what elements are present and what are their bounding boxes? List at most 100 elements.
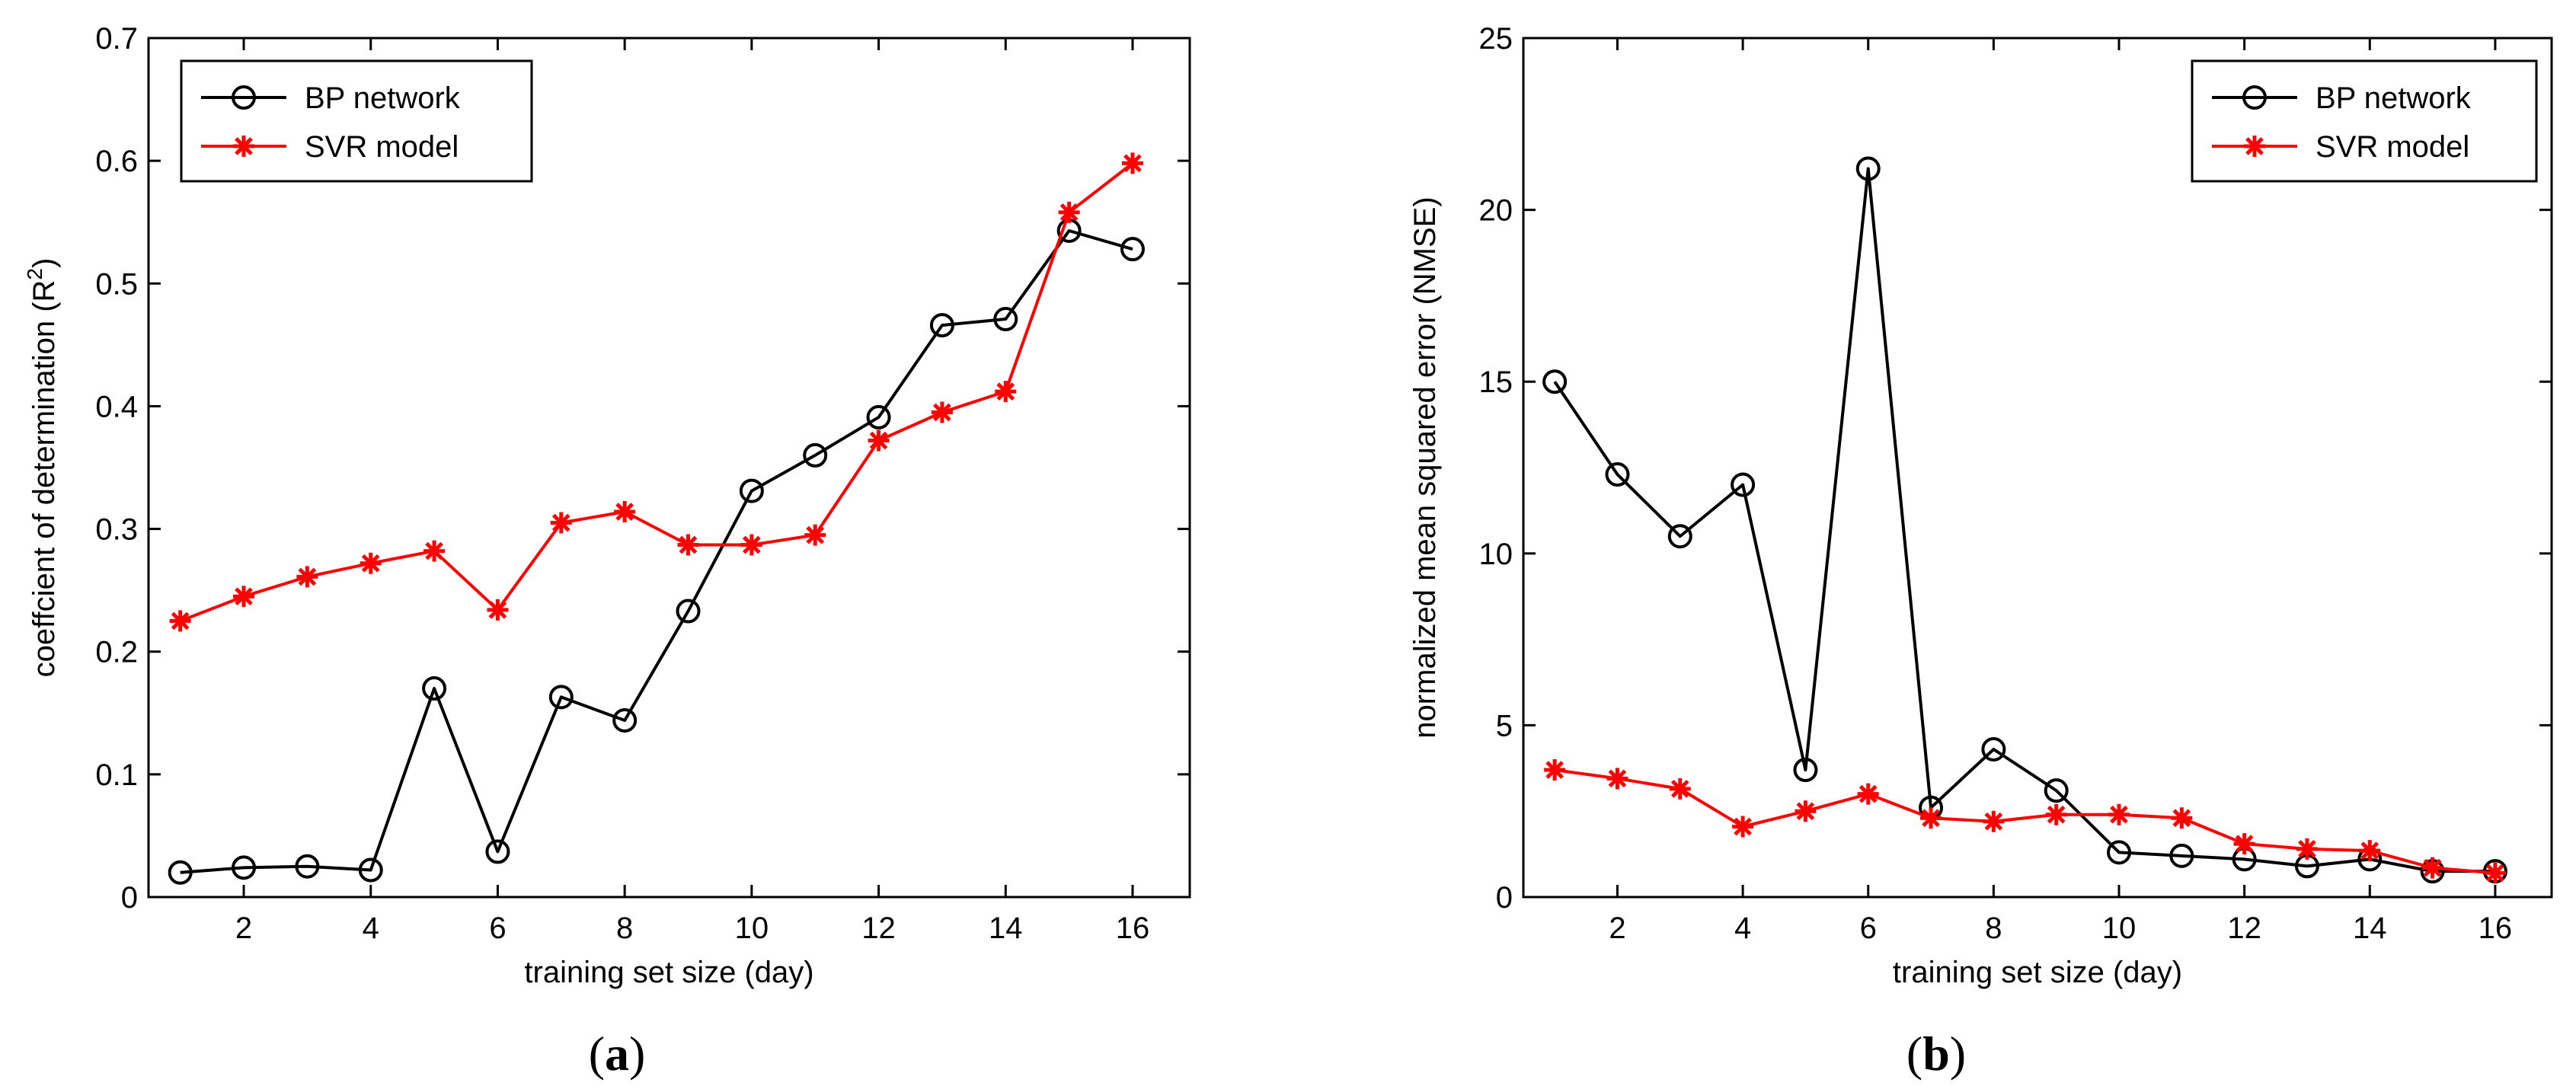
panel-b-series-svr-model-point — [2484, 862, 2506, 884]
panel-b-series-svr-model-point — [1920, 807, 1942, 829]
panel-b-series-bp-network-point — [1793, 758, 1818, 783]
panel-b-legend-entry-svr-model-label: SVR model — [2316, 130, 2469, 164]
panel-a-xlabel: training set size (day) — [524, 956, 813, 989]
panel-a-ytick-label: 0.3 — [95, 513, 138, 547]
panel-b-series-bp-network-point — [1981, 736, 2006, 762]
panel-b-xtick-label: 10 — [2102, 912, 2137, 945]
panel-a-series-svr-model-point — [1121, 152, 1143, 174]
panel-a-legend-box — [180, 59, 533, 183]
panel-a-series-bp-network-point — [358, 857, 383, 883]
panel-b-xtick-label: 2 — [1609, 912, 1625, 945]
panel-b-series-svr-model-point — [1669, 777, 1691, 800]
panel-a-series-bp-network-point — [232, 855, 257, 880]
panel-a-legend-entry-bp-network-marker — [232, 85, 256, 110]
panel-b-series-bp-network-point — [2107, 840, 2132, 865]
panel-b-label-letter: b — [1922, 1027, 1950, 1081]
panel-a-series-svr-model-point — [868, 429, 890, 452]
panel-b-series-svr-model-point — [1983, 810, 2005, 832]
panel-a-ytick-label: 0.5 — [95, 267, 138, 301]
panel-a-series-svr-model-point — [804, 524, 826, 546]
panel-b-legend-entry-svr-model-marker — [2244, 136, 2265, 157]
panel-a-series-svr-model-point — [423, 540, 446, 562]
panel-a-series-svr-model-line — [179, 161, 1134, 623]
panel-a-series-svr-model-point — [550, 512, 572, 534]
panel-a-label-close: ) — [629, 1027, 645, 1081]
panel-a-series-svr-model-point — [296, 566, 318, 588]
panel-b-xtick-label: 14 — [2353, 912, 2387, 945]
panel-a-ylabel-sup: 2 — [23, 268, 46, 280]
panel-a-ytick-label: 0.2 — [95, 636, 138, 669]
panel-a-series-bp-network-point — [168, 860, 193, 885]
panel-a: 2 4 6 8 10 12 14 16 0 0.1 0.2 0.3 0.4 0.5 0.6 0.7 traini… — [23, 22, 1191, 1081]
panel-b-label: (b) — [1906, 1027, 1966, 1081]
panel-a-series-svr-model-point — [1058, 201, 1080, 223]
panel-b-ytick-label: 20 — [1479, 194, 1513, 228]
panel-a-xtick-label: 16 — [1116, 912, 1150, 945]
panel-a-ylabel: coeffcient of determination (R2) — [23, 258, 61, 678]
panel-b-series-svr-model-point — [1606, 768, 1628, 790]
panel-b-legend-box — [2191, 59, 2538, 183]
panel-a-ytick-label: 0.4 — [95, 390, 138, 423]
panel-b-series-bp-network-point — [2044, 778, 2069, 803]
panel-a-series-bp-network-point — [866, 404, 891, 429]
panel-a-series-svr-model-point — [931, 401, 953, 423]
panel-b-xtick-label: 8 — [1985, 912, 2002, 945]
panel-a-ytick-label: 0 — [121, 881, 138, 915]
panel-b-ytick-label: 10 — [1479, 538, 1513, 571]
panel-b-series-bp-network-point — [1605, 462, 1630, 487]
panel-a-label-letter: a — [605, 1027, 629, 1081]
panel-a-series-bp-network-point — [676, 599, 701, 624]
panel-a-xtick-label: 6 — [489, 912, 506, 945]
panel-b-ytick-label: 5 — [1496, 709, 1513, 742]
panel-a-xtick-label: 4 — [363, 912, 379, 945]
panel-b-ylabel-main: normalized mean squared error (NMSE) — [1408, 196, 1442, 738]
panel-a-series-svr-model-point — [740, 534, 762, 556]
panel-a-legend-entry-svr-model-label: SVR model — [305, 130, 459, 164]
panel-a-series-svr-model-point — [360, 552, 382, 574]
panel-a-xtick-label: 14 — [989, 912, 1023, 945]
panel-a-series-bp-network-point — [485, 839, 510, 864]
panel-b-xtick-label: 6 — [1860, 912, 1877, 945]
panel-b-series-svr-model-point — [2045, 803, 2067, 825]
panel-b-xtick-label: 16 — [2479, 912, 2513, 945]
panel-b: 2 4 6 8 10 12 14 16 0 5 10 15 20 25 training set size … — [1408, 22, 2553, 1081]
panel-b-series-svr-model-point — [2108, 803, 2130, 825]
panel-a-series-bp-network-point — [803, 442, 828, 468]
panel-a-legend: BP network SVR model — [180, 59, 533, 183]
panel-b-label-open: ( — [1906, 1027, 1922, 1081]
panel-a-series-svr-model-point — [487, 599, 509, 621]
panel-a-label-open: ( — [589, 1027, 605, 1081]
panel-a-xtick-label: 8 — [616, 912, 633, 945]
panel-b-series-bp-network-point — [1731, 472, 1756, 497]
panel-a-series-svr-model-point — [677, 534, 699, 556]
panel-a-series-bp-network-point — [548, 685, 574, 710]
panel-b-series-svr-model-line — [1554, 768, 2496, 875]
panel-a-series-bp-network-point — [929, 313, 954, 338]
panel-a-series-bp-network-point — [993, 307, 1018, 332]
panel-b-xlabel: training set size (day) — [1893, 956, 2182, 989]
panel-b-series-svr-model-point — [1544, 759, 1566, 781]
panel-b-label-close: ) — [1950, 1027, 1966, 1081]
panel-b-series-svr-model-point — [1795, 800, 1817, 822]
panel-b-legend-entry-bp-network-marker — [2242, 85, 2267, 110]
panel-b-series-bp-network-point — [2169, 843, 2194, 868]
panel-b-series-svr-model-point — [2359, 840, 2381, 862]
panel-b-series-svr-model-point — [2171, 807, 2193, 829]
panel-b-series-bp-network-point — [1542, 369, 1568, 394]
panel-a-series-svr-model-point — [169, 610, 191, 632]
panel-a-legend-entry-bp-network-label: BP network — [305, 81, 461, 115]
panel-a-ylabel-main: coeffcient of determination (R — [27, 280, 61, 678]
panel-a-ytick-label: 0.1 — [95, 758, 138, 792]
panel-b-ytick-label: 0 — [1496, 881, 1513, 915]
panel-b-series-svr-model-point — [2421, 857, 2443, 879]
panel-a-series-bp-network-point — [422, 676, 447, 701]
panel-a-series-bp-network-point — [1120, 237, 1145, 262]
panel-a-xtick-label: 12 — [861, 912, 896, 945]
panel-a-xtick-label: 2 — [235, 912, 252, 945]
panel-a-series-svr-model-point — [233, 586, 255, 608]
panel-b-series-bp-network-point — [1855, 156, 1881, 181]
panel-a-series-bp-network-point — [612, 707, 638, 733]
panel-b-series-svr-model-point — [1732, 816, 1754, 838]
panel-a-series-svr-model-point — [995, 381, 1017, 403]
panel-b-ylabel: normalized mean squared error (NMSE) — [1408, 196, 1442, 738]
